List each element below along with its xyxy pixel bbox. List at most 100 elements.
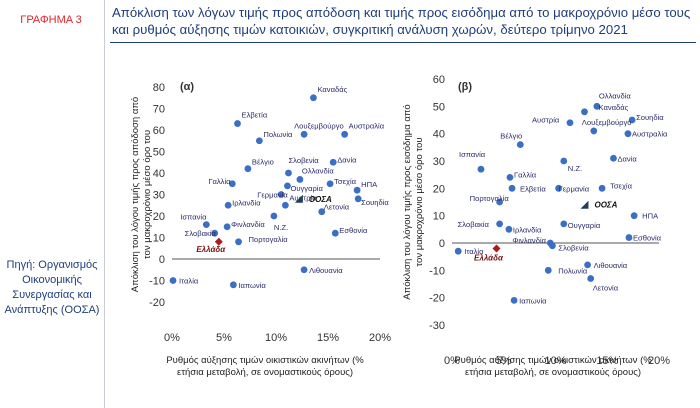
panel-1-point-label: Σλοβενία — [288, 156, 319, 165]
panel-2-x-axis-title: ετήσια μεταβολή, σε ονομαστικούς όρους) — [465, 367, 641, 378]
panel-2-ytick-label: 50 — [433, 101, 445, 113]
panel-2-point-label: Βέλγιο — [500, 132, 522, 141]
panel-1-x-axis-title: ετήσια μεταβολή, σε ονομαστικούς όρους) — [177, 367, 353, 378]
panel-2-xtick-label: 0% — [444, 355, 460, 367]
panel-1-xtick-label: 10% — [265, 332, 287, 344]
panel-1-y-axis-title: τον μακροχρόνιο μέσο όρο του — [142, 130, 153, 259]
panel-1-point-label: Λιθουανία — [309, 266, 343, 275]
panel-2-point-label: Καναδάς — [598, 103, 628, 112]
panel-2-point — [598, 184, 606, 192]
panel-1-point-label: Ουγγαρία — [290, 184, 323, 193]
panel-2-point-label: Γερμανία — [559, 184, 590, 193]
panel-1-ytick-label: 50 — [153, 147, 165, 159]
panel-1-point-label: Αυστραλία — [349, 121, 385, 130]
panel-2-point-label: Ν.Ζ. — [568, 164, 582, 173]
panel-2-point-label: Αυστραλία — [632, 130, 668, 139]
panel-2-ytick-label: 0 — [439, 238, 445, 250]
panel-2-panel-label: (β) — [458, 81, 472, 93]
panel-1-point-label: Γερμανία — [257, 191, 288, 200]
panel-2-y-axis-title: Απόκλιση του λόγου τιμής προς εισόδημα α… — [402, 104, 413, 299]
panel-1-point-label: Ολλανδία — [302, 166, 334, 175]
panel-1-point-label: Εσθονία — [339, 226, 368, 235]
panel-2-point — [510, 297, 518, 304]
panel-1-point-label: Γαλλία — [208, 177, 231, 186]
panel-2-point — [506, 174, 514, 181]
panel-2-point — [516, 141, 524, 149]
panel-1-point-label: Λετονία — [324, 203, 350, 212]
panel-2-oecd-label: ΟΟΣΑ — [594, 201, 617, 210]
panel-2-ytick-label: 40 — [433, 129, 445, 141]
panel-2-point — [581, 108, 588, 116]
panel-1-point — [341, 130, 349, 138]
panel-1-point — [285, 169, 292, 177]
panel-2-point-label: Ουγγαρία — [568, 221, 601, 230]
panel-1-point — [329, 158, 337, 166]
panel-1-point — [255, 137, 263, 145]
panel-1-point-label: Ισπανία — [180, 213, 207, 222]
panel-1-oecd-marker — [294, 194, 303, 203]
panel-1-point-label: Σουηδία — [361, 198, 389, 207]
panel-1-point-label: Ιαπωνία — [238, 281, 266, 290]
panel-2-greece-marker — [492, 244, 501, 253]
panel-2-point-label: Σουηδία — [636, 113, 664, 122]
panel-2-point-label: Ολλανδία — [599, 91, 631, 100]
panel-1-ytick-label: 30 — [153, 190, 165, 202]
panel-2-point — [544, 266, 552, 274]
panel-1-point-label: ΗΠΑ — [361, 180, 378, 189]
figure-label: ΓΡΑΦΗΜΑ 3 — [20, 14, 82, 26]
panel-2-ytick-label: 20 — [433, 183, 445, 195]
panel-1-point-label: Πολωνία — [263, 130, 293, 139]
source-note: Πηγή: Οργανισμός Οικονομικής Συνεργασίας… — [4, 259, 100, 316]
panel-1-point-label: Πορτογαλία — [249, 235, 289, 244]
panel-1-point-label: Ιρλανδία — [232, 198, 261, 207]
panel-1-xtick-label: 15% — [317, 332, 339, 344]
panel-2-point — [496, 198, 504, 206]
panel-2-point-label: Ελβετία — [520, 184, 546, 193]
panel-1-x-axis-title: Ρυθμός αύξησης τιμών οικιστικών ακινήτων… — [166, 355, 364, 366]
panel-2-point — [508, 184, 516, 192]
figure-title: Απόκλιση των λόγων τιμής προς απόδοση κα… — [112, 5, 691, 37]
panel-2-point-label: Σλοβενία — [558, 244, 589, 253]
panel-2-point-label: Ισπανία — [459, 150, 486, 159]
panel-2-xtick-label: 5% — [496, 355, 512, 367]
panel-2-point-label: ΗΠΑ — [642, 212, 659, 221]
panel-1-point — [211, 229, 219, 237]
panel-2-point — [496, 220, 504, 228]
panel-1-ytick-label: 20 — [153, 211, 165, 223]
panel-2-point — [454, 247, 462, 255]
panel-1-point — [235, 238, 242, 246]
panel-1-point-label: Τσεχία — [334, 177, 357, 186]
panel-2-point — [584, 261, 591, 269]
panel-1-point-label: Φινλανδία — [231, 220, 265, 229]
panel-1-point-label: Σλοβακία — [185, 229, 217, 238]
panel-1-point — [277, 191, 285, 198]
panel-2-point-label: Γαλλία — [514, 170, 537, 179]
panel-2-xtick-label: 10% — [544, 355, 566, 367]
panel-2-point-label: Ιρλανδία — [513, 225, 542, 234]
panel-1-xtick-label: 20% — [369, 332, 391, 344]
panel-2-point — [560, 157, 568, 165]
panel-1-xtick-label: 0% — [164, 332, 180, 344]
panel-1-point-label: Ν.Ζ. — [274, 223, 288, 232]
panel-1-ytick-label: 70 — [153, 104, 165, 116]
panel-1-point — [169, 277, 177, 284]
panel-2-ytick-label: 10 — [433, 211, 445, 223]
panel-1-point — [296, 176, 304, 183]
panel-2-point — [593, 102, 601, 110]
panel-2-point-label: Αυστρία — [532, 116, 560, 125]
panel-1-point — [234, 120, 241, 127]
panel-1-greece-label: Ελλάδα — [196, 245, 226, 254]
panel-1-ytick-label: 0 — [159, 254, 165, 266]
panel-2-ytick-label: 60 — [433, 74, 445, 86]
panel-2-point-label: Πορτογαλία — [470, 194, 510, 203]
panel-2-ytick-label: -30 — [429, 320, 445, 332]
panel-1-point-label: Βέλγιο — [252, 158, 274, 167]
panel-1-point-label: Δανία — [337, 155, 357, 164]
sidebar-divider — [104, 0, 105, 408]
panel-1-y-axis-title: Απόκλιση του λόγου τιμής προς απόδοση απ… — [130, 97, 141, 292]
panel-1-ytick-label: -20 — [149, 297, 165, 309]
panel-2-point — [560, 220, 568, 228]
panel-1-point — [202, 221, 210, 229]
panel-1-ytick-label: 80 — [153, 82, 165, 94]
panel-2-point — [630, 212, 638, 220]
